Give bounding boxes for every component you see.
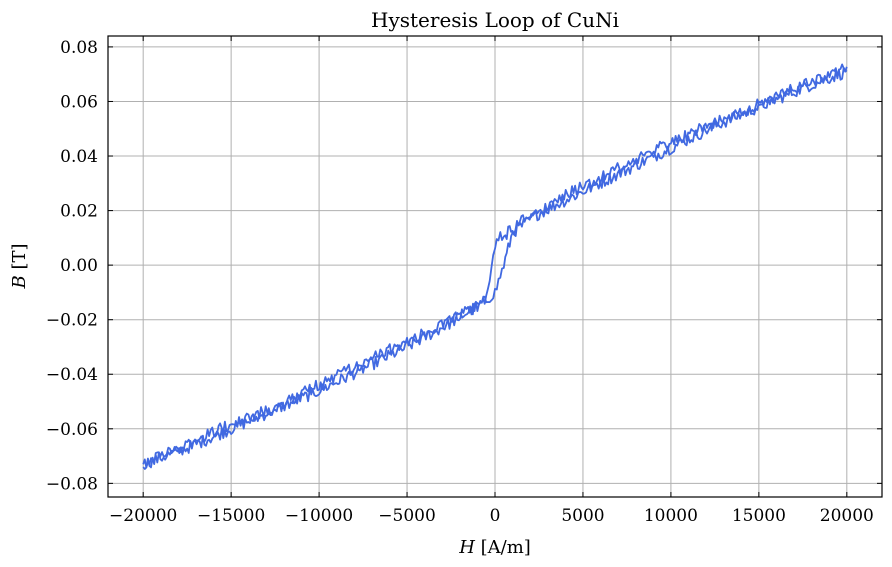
x-tick-label: −15000: [197, 506, 265, 526]
y-tick-label: −0.02: [46, 311, 98, 331]
x-axis-variable: H: [458, 537, 475, 558]
y-tick-label: −0.04: [46, 365, 98, 385]
y-tick-label: 0.00: [60, 256, 98, 276]
x-tick-label: 10000: [644, 506, 698, 526]
x-tick-label: 15000: [732, 506, 786, 526]
chart-title: Hysteresis Loop of CuNi: [371, 8, 619, 32]
y-tick-label: 0.06: [60, 92, 98, 112]
y-axis-unit: [T]: [9, 243, 30, 275]
x-tick-label: −10000: [285, 506, 353, 526]
y-tick-label: −0.08: [46, 474, 98, 494]
grid: [108, 36, 882, 497]
x-axis-title: H [A/m]: [458, 537, 531, 558]
data-series: [142, 63, 848, 470]
y-tick-label: 0.04: [60, 147, 98, 167]
x-tick-label: 0: [490, 506, 501, 526]
y-axis-title: B [T]: [9, 243, 30, 289]
x-tick-label: −20000: [109, 506, 177, 526]
y-axis-variable: B: [9, 275, 30, 289]
y-tick-label: −0.06: [46, 420, 98, 440]
series-line-ascending: [142, 66, 848, 470]
ticks: −20000 −15000 −10000 −5000 0 5000 10000 15000 20…: [46, 36, 882, 526]
y-tick-label: 0.08: [60, 38, 98, 58]
x-tick-label: 20000: [820, 506, 874, 526]
x-tick-label: −5000: [378, 506, 436, 526]
y-tick-label: 0.02: [60, 202, 98, 222]
x-axis-unit: [A/m]: [475, 537, 531, 558]
x-tick-label: 5000: [561, 506, 604, 526]
